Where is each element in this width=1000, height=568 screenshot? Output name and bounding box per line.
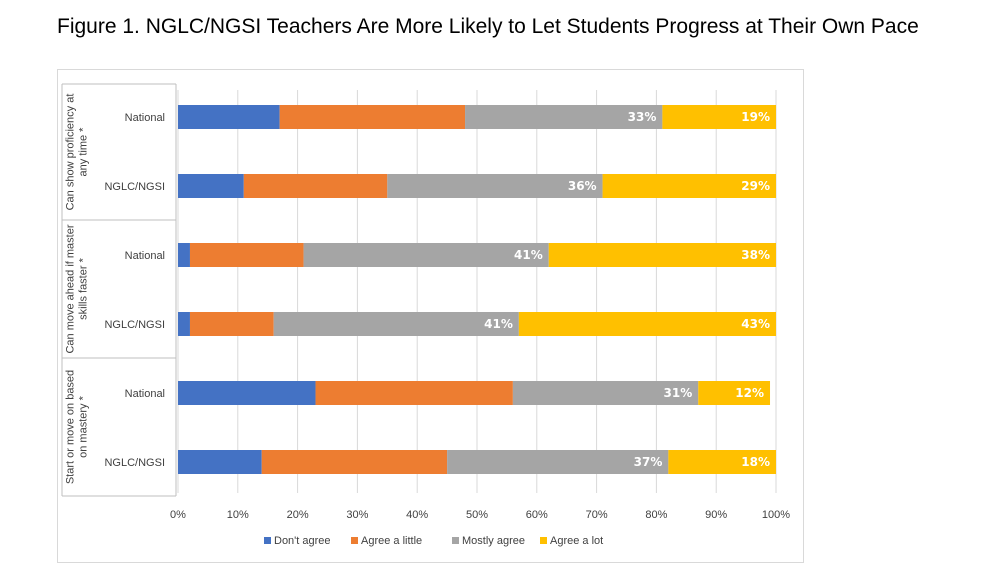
bar-segment [447, 450, 669, 474]
category-label: National [125, 388, 165, 400]
chart-title: Figure 1. NGLC/NGSI Teachers Are More Li… [57, 15, 919, 38]
legend-swatch [264, 537, 271, 544]
x-tick-label: 40% [406, 509, 428, 521]
data-label: 19% [741, 110, 770, 124]
data-label: 33% [628, 110, 657, 124]
legend-label: Agree a lot [550, 535, 603, 547]
bar-segment [279, 105, 466, 129]
bar-segment [189, 312, 274, 336]
group-label: on mastery * [78, 395, 90, 457]
category-label: National [125, 112, 165, 124]
data-label: 29% [741, 179, 770, 193]
bar-segment [668, 450, 776, 474]
legend-swatch [540, 537, 547, 544]
bar-segment [602, 174, 776, 198]
data-labels: 33% 19% 36% 29% 41% 38% 41% 43% 31% 12% 37% 18% [484, 110, 770, 469]
bar-segment [548, 243, 776, 267]
bar-segment [303, 243, 549, 267]
bar-segment [189, 243, 304, 267]
bar-segment [273, 312, 519, 336]
legend-swatch [452, 537, 459, 544]
x-tick-label: 50% [466, 509, 488, 521]
bar-segment [518, 312, 776, 336]
x-tick-label: 60% [526, 509, 548, 521]
x-tick-label: 20% [287, 509, 309, 521]
legend-label: Agree a little [361, 535, 422, 547]
bar-segment [465, 105, 663, 129]
x-tick-label: 10% [227, 509, 249, 521]
bar-segment [698, 381, 771, 405]
bar-segment [315, 381, 513, 405]
group-label: Can show proficiency at [65, 94, 77, 211]
data-label: 38% [741, 248, 770, 262]
bar-segment [387, 174, 603, 198]
group-label: any time * [78, 127, 90, 177]
data-label: 31% [664, 386, 693, 400]
x-tick-label: 100% [762, 509, 790, 521]
legend-swatch [351, 537, 358, 544]
group-label: skills faster * [78, 257, 90, 319]
x-tick-label: 0% [170, 509, 186, 521]
data-label: 36% [568, 179, 597, 193]
x-tick-label: 80% [645, 509, 667, 521]
data-label: 12% [735, 386, 764, 400]
bar-segment [261, 450, 448, 474]
legend: Don't agree Agree a little Mostly agree Agr… [264, 535, 603, 547]
data-label: 37% [634, 455, 663, 469]
bar-segment [178, 381, 316, 405]
category-label: NGLC/NGSI [104, 319, 165, 331]
bar-segment [662, 105, 776, 129]
legend-label: Don't agree [274, 535, 331, 547]
x-tick-label: 30% [346, 509, 368, 521]
category-label: National [125, 250, 165, 262]
axes: 0% 10% 20% 30% 40% 50% 60% 70% 80% 90% 100% Nationa… [61, 83, 790, 521]
category-label: NGLC/NGSI [104, 457, 165, 469]
bar-segment [178, 450, 262, 474]
category-label: NGLC/NGSI [104, 181, 165, 193]
x-tick-label: 70% [586, 509, 608, 521]
bars [178, 105, 776, 474]
bar-segment [178, 174, 244, 198]
bar-segment [178, 243, 190, 267]
legend-label: Mostly agree [462, 535, 525, 547]
data-label: 41% [484, 317, 513, 331]
group-label: Can move ahead if master [65, 224, 77, 353]
group-label: Start or move on based [65, 370, 77, 484]
data-label: 18% [741, 455, 770, 469]
bar-segment [178, 312, 190, 336]
x-tick-label: 90% [705, 509, 727, 521]
bar-segment [512, 381, 699, 405]
data-label: 41% [514, 248, 543, 262]
bar-segment [243, 174, 388, 198]
gridlines [177, 90, 777, 493]
bar-segment [178, 105, 280, 129]
data-label: 43% [741, 317, 770, 331]
